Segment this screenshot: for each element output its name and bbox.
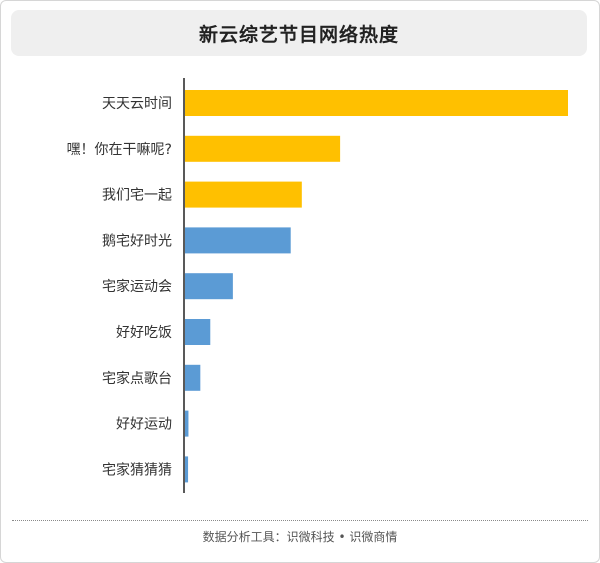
data-source-footer: 数据分析工具：识微科技 • 识微商情 bbox=[202, 530, 398, 544]
footer-divider bbox=[12, 520, 588, 521]
category-label: 宅家点歌台 bbox=[102, 370, 172, 387]
bar-3 bbox=[185, 181, 302, 208]
bar-5 bbox=[185, 273, 233, 300]
bar-8 bbox=[185, 410, 189, 437]
bar-2 bbox=[185, 135, 341, 162]
category-label: 我们宅一起 bbox=[102, 188, 172, 204]
category-label: 好好运动 bbox=[116, 417, 172, 433]
category-label: 鹅宅好时光 bbox=[102, 232, 172, 249]
category-label: 宅家猜猜猜 bbox=[102, 461, 172, 478]
category-label: 宅家运动会 bbox=[102, 278, 172, 295]
bar-6 bbox=[185, 319, 211, 345]
category-label: 天天云时间 bbox=[102, 96, 172, 112]
category-label: 好好吃饭 bbox=[116, 325, 172, 341]
chart-title: 新云综艺节目网络热度 bbox=[198, 23, 399, 46]
bar-1 bbox=[185, 90, 568, 116]
title-bar: 新云综艺节目网络热度 bbox=[11, 10, 587, 56]
category-label: 嘿！你在干嘛呢? bbox=[67, 142, 172, 158]
bar-4 bbox=[185, 227, 291, 254]
bar-7 bbox=[185, 364, 201, 391]
bar-9 bbox=[185, 456, 189, 483]
